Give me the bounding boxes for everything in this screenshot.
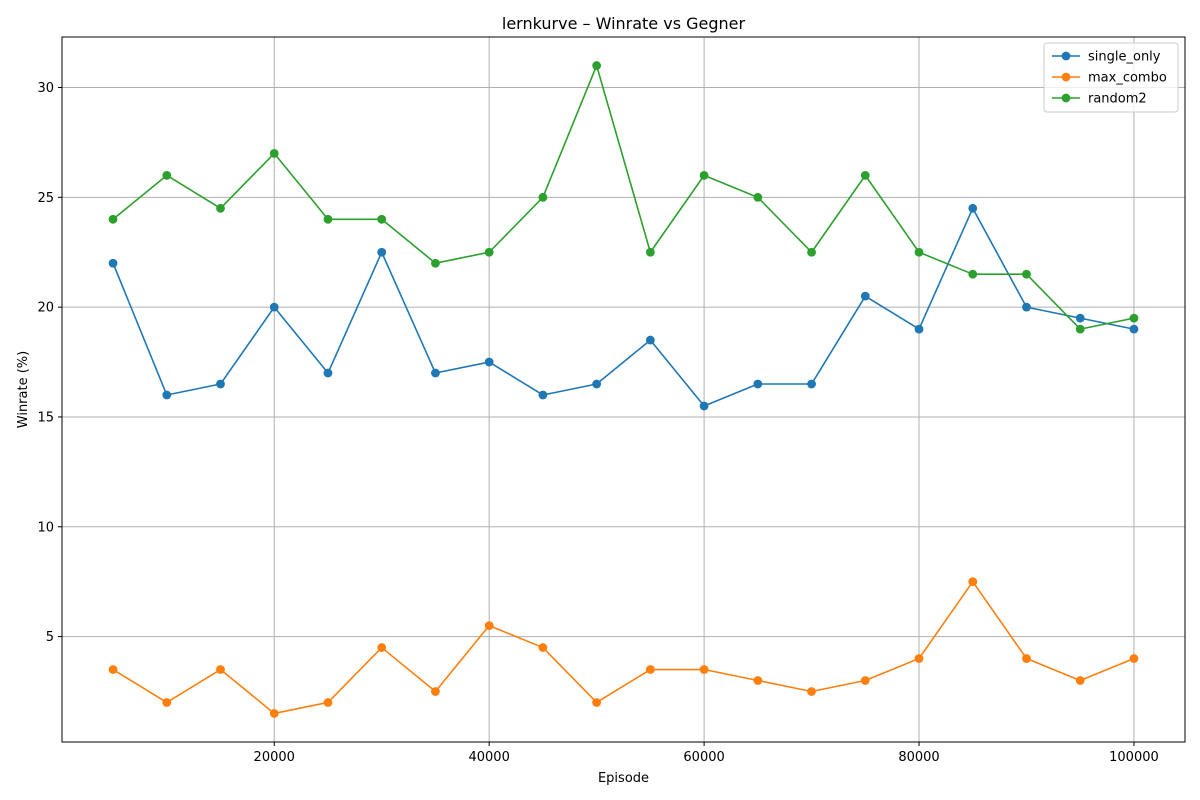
- y-tick-label: 20: [37, 301, 54, 316]
- y-tick-label: 15: [37, 410, 54, 425]
- legend-marker: [1061, 51, 1071, 61]
- legend: single_only max_combo random2: [1043, 42, 1179, 113]
- data-point: [699, 170, 709, 180]
- data-point: [914, 654, 924, 663]
- data-point: [1022, 269, 1031, 279]
- data-point: [431, 687, 440, 696]
- data-point: [807, 247, 816, 257]
- legend-label: random2: [1088, 92, 1147, 107]
- data-point: [216, 379, 225, 389]
- data-point: [699, 401, 709, 411]
- data-point: [269, 149, 279, 158]
- data-point: [1129, 654, 1139, 663]
- data-point: [860, 291, 870, 301]
- data-point: [431, 258, 440, 268]
- data-point: [1022, 654, 1031, 663]
- data-point: [1075, 676, 1085, 685]
- data-point: [807, 379, 816, 389]
- series-layer: [108, 61, 1139, 718]
- data-point: [1075, 313, 1085, 323]
- y-tick-label: 10: [37, 520, 54, 535]
- chart-title: lernkurve – Winrate vs Gegner: [502, 14, 746, 33]
- series-line: [112, 207, 1135, 407]
- y-axis-ticks: 5 10 15 20 25 30: [37, 81, 62, 645]
- legend-item: random2: [1052, 92, 1147, 107]
- data-point: [753, 192, 763, 202]
- legend-item: single_only: [1052, 50, 1161, 65]
- y-axis-label: Winrate (%): [16, 351, 31, 428]
- data-point: [1075, 324, 1085, 334]
- data-point: [968, 203, 978, 213]
- data-point: [269, 709, 279, 718]
- x-tick-label: 60000: [683, 750, 724, 765]
- x-tick-label: 80000: [898, 750, 939, 765]
- series-line: [112, 580, 1135, 715]
- data-point: [807, 687, 816, 696]
- y-tick-label: 5: [46, 630, 54, 645]
- series-single_only: [108, 203, 1139, 411]
- legend-label: single_only: [1088, 50, 1161, 65]
- series-max_combo: [108, 577, 1139, 718]
- data-point: [645, 247, 655, 257]
- x-tick-label: 100000: [1109, 750, 1159, 765]
- legend-box: [1043, 42, 1179, 113]
- data-point: [108, 214, 118, 224]
- x-tick-label: 20000: [254, 750, 295, 765]
- data-point: [216, 665, 225, 674]
- data-point: [269, 302, 279, 312]
- data-point: [162, 170, 172, 180]
- data-point: [968, 577, 978, 587]
- plot-frame: [61, 36, 1186, 743]
- x-axis-label: Episode: [598, 771, 649, 786]
- legend-label: max_combo: [1088, 71, 1167, 86]
- data-point: [377, 247, 387, 257]
- data-point: [753, 676, 763, 685]
- x-axis-ticks: 20000 40000 60000 80000 100000: [254, 742, 1159, 765]
- grid-lines: [62, 37, 1185, 742]
- data-point: [162, 390, 172, 400]
- data-point: [1129, 324, 1139, 334]
- data-point: [431, 368, 440, 378]
- data-point: [753, 379, 763, 389]
- data-point: [108, 665, 118, 674]
- data-point: [968, 269, 978, 279]
- data-point: [914, 324, 924, 334]
- data-point: [592, 61, 602, 70]
- data-point: [216, 203, 225, 213]
- data-point: [860, 170, 870, 180]
- data-point: [538, 643, 548, 652]
- data-point: [538, 390, 548, 400]
- data-point: [377, 643, 387, 652]
- data-point: [484, 357, 494, 367]
- data-point: [699, 665, 709, 674]
- data-point: [323, 214, 333, 224]
- data-point: [1022, 302, 1031, 312]
- data-point: [484, 247, 494, 257]
- data-point: [645, 665, 655, 674]
- data-point: [484, 621, 494, 630]
- data-point: [645, 335, 655, 345]
- data-point: [1129, 313, 1139, 323]
- y-tick-label: 25: [37, 191, 54, 206]
- x-tick-label: 40000: [468, 750, 509, 765]
- data-point: [538, 192, 548, 202]
- legend-marker: [1061, 72, 1071, 82]
- legend-marker: [1061, 93, 1071, 103]
- data-point: [323, 368, 333, 378]
- data-point: [377, 214, 387, 224]
- legend-item: max_combo: [1052, 71, 1167, 86]
- data-point: [592, 698, 602, 707]
- series-random2: [108, 61, 1139, 334]
- series-line: [112, 64, 1135, 330]
- y-tick-label: 30: [37, 81, 54, 96]
- data-point: [592, 379, 602, 389]
- data-point: [108, 258, 118, 268]
- data-point: [323, 698, 333, 707]
- data-point: [914, 247, 924, 257]
- data-point: [162, 698, 172, 707]
- data-point: [860, 676, 870, 685]
